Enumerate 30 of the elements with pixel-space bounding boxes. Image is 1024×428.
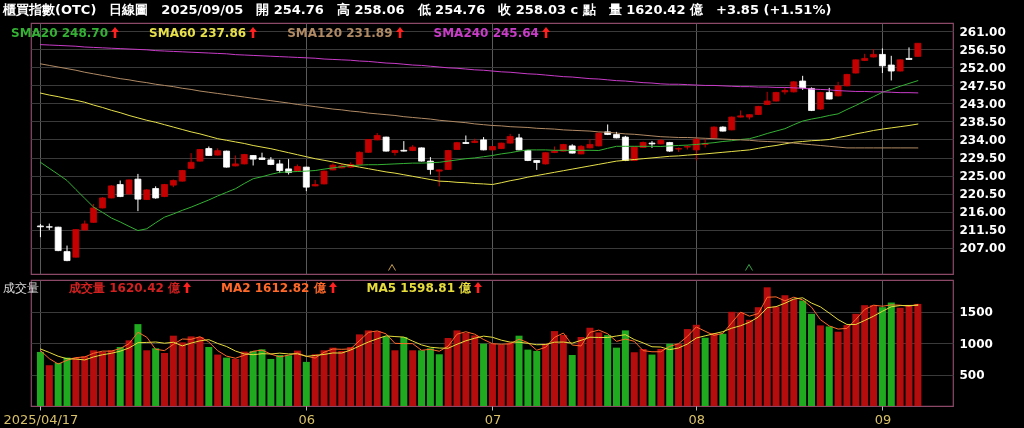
text: SMA20 248.70 [11,25,109,40]
x-tick-label: 07 [484,411,502,427]
x-tick-label: 2025/04/17 [3,411,79,427]
y-tick-label: 1000 [959,336,993,351]
y-tick-label: 225.00 [959,169,1006,184]
y-tick-label: 500 [959,368,985,382]
y-tick-label: 238.50 [959,114,1006,129]
chart-title: 櫃買指數(OTC) 日線圖 2025/09/05 開 254.76 高 258.06 低 254.76 收 258.03 c 點 量 1620.42 億 +3.85 (+1.51%) [3,2,832,17]
y-tick-label: 1500 [959,305,993,319]
y-tick-label: 229.50 [959,151,1006,166]
text: SMA240 245.64 [433,25,539,40]
text: SMA120 231.89 [287,25,393,40]
x-tick-label: 06 [298,411,316,427]
x-tick-label: 09 [874,411,892,427]
x-tick-label: 08 [688,411,706,427]
text: MA5 1598.81 億 [366,280,472,295]
y-tick-label: 243.00 [959,96,1006,111]
text: SMA60 237.86 [149,25,247,40]
y-tick-label: 256.50 [959,42,1006,57]
text: 成交量 1620.42 億 [69,280,181,295]
y-tick-label: 207.00 [959,241,1006,256]
y-tick-label: 220.50 [959,187,1006,202]
y-tick-label: 234.00 [959,132,1006,147]
y-tick-label: 216.00 [959,205,1006,220]
y-tick-label: 247.50 [959,78,1006,93]
y-tick-label: 261.00 [959,24,1006,39]
y-tick-label: 252.00 [959,60,1006,75]
text: MA2 1612.82 億 [221,280,326,295]
chart-title: 成交量 [3,280,39,295]
y-tick-label: 211.50 [959,223,1006,238]
